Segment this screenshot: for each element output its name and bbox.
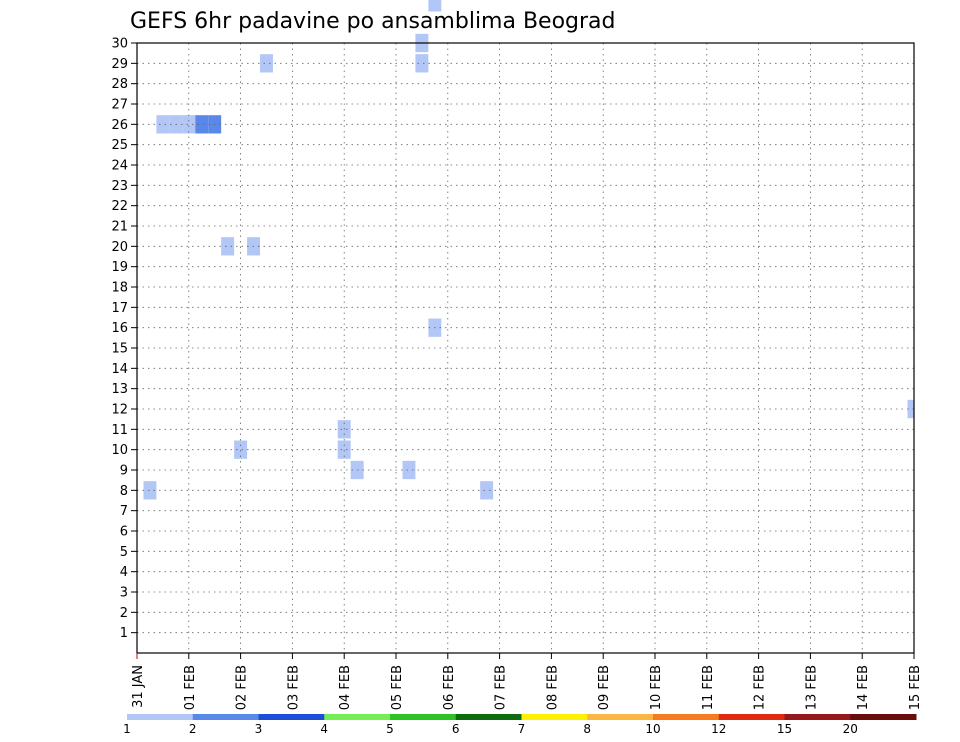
colorbar-segment xyxy=(653,714,720,720)
x-tick-label: 03 FEB xyxy=(286,665,301,710)
heatmap-cell xyxy=(156,115,170,134)
colorbar-segment xyxy=(718,714,785,720)
y-tick-label: 9 xyxy=(120,464,128,479)
heatmap-cell xyxy=(480,481,494,500)
colorbar-label: 10 xyxy=(645,722,660,736)
x-tick-label: 05 FEB xyxy=(390,665,405,710)
x-tick-label: 09 FEB xyxy=(597,665,612,710)
x-tick-label: 14 FEB xyxy=(856,665,871,710)
y-tick-label: 1 xyxy=(120,626,128,641)
y-tick-label: 17 xyxy=(111,301,128,316)
y-tick-label: 26 xyxy=(111,118,128,133)
y-tick-label: 18 xyxy=(111,281,128,296)
colorbar-label: 20 xyxy=(843,722,858,736)
y-tick-label: 13 xyxy=(111,382,128,397)
colorbar-segment xyxy=(324,714,391,720)
grid-lines xyxy=(137,42,914,653)
colorbar-segment xyxy=(192,714,259,720)
colorbar-segment xyxy=(390,714,457,720)
heatmap-cells xyxy=(143,0,914,500)
y-tick-label: 6 xyxy=(120,525,128,540)
heatmap-cell xyxy=(337,440,351,459)
x-tick-label: 12 FEB xyxy=(753,665,768,710)
heatmap-cell xyxy=(428,0,442,12)
y-tick-label: 25 xyxy=(111,138,128,153)
y-axis-ticks: 1234567891011121314151617181920212223242… xyxy=(111,37,137,641)
colorbar-label: 15 xyxy=(777,722,792,736)
x-tick-label: 04 FEB xyxy=(338,665,353,710)
heatmap-cell xyxy=(234,440,248,459)
heatmap-cell xyxy=(260,54,273,73)
x-tick-label: 10 FEB xyxy=(649,665,664,710)
chart-title: GEFS 6hr padavine po ansamblima Beograd xyxy=(130,9,616,34)
colorbar: 1 2 3 4 5 6 7 8 10 12 15 20 xyxy=(123,714,917,736)
y-tick-label: 20 xyxy=(111,240,128,255)
x-tick-label: 13 FEB xyxy=(804,665,819,710)
y-tick-label: 23 xyxy=(111,179,128,194)
y-tick-label: 29 xyxy=(111,57,128,72)
heatmap-cell xyxy=(143,481,157,500)
y-tick-label: 12 xyxy=(111,403,128,418)
colorbar-label: 3 xyxy=(255,722,263,736)
y-tick-label: 16 xyxy=(111,321,128,336)
heatmap-cell xyxy=(415,54,429,73)
colorbar-segment xyxy=(850,714,917,720)
x-tick-label: 02 FEB xyxy=(235,665,250,710)
colorbar-label: 1 xyxy=(123,722,131,736)
y-tick-label: 28 xyxy=(111,77,128,92)
y-tick-label: 2 xyxy=(120,606,128,621)
x-tick-label: 15 FEB xyxy=(908,665,923,710)
colorbar-segment xyxy=(258,714,325,720)
y-tick-label: 4 xyxy=(120,565,128,580)
colorbar-label: 7 xyxy=(518,722,526,736)
x-tick-label: 11 FEB xyxy=(701,665,716,710)
y-tick-label: 21 xyxy=(111,220,128,235)
colorbar-segment xyxy=(521,714,588,720)
y-tick-label: 15 xyxy=(111,342,128,357)
colorbar-segment xyxy=(455,714,522,720)
x-tick-label: 07 FEB xyxy=(494,665,509,710)
x-tick-label: 31 JAN xyxy=(131,665,146,708)
colorbar-label: 5 xyxy=(386,722,394,736)
y-tick-label: 5 xyxy=(120,545,128,560)
colorbar-label: 12 xyxy=(711,722,726,736)
y-tick-label: 30 xyxy=(111,37,128,52)
y-tick-label: 14 xyxy=(111,362,128,377)
y-tick-label: 3 xyxy=(120,586,128,601)
heatmap-cell xyxy=(221,237,235,256)
y-tick-label: 24 xyxy=(111,159,128,174)
x-tick-label: 06 FEB xyxy=(442,665,457,710)
y-tick-label: 19 xyxy=(111,260,128,275)
colorbar-label: 8 xyxy=(583,722,591,736)
y-tick-label: 8 xyxy=(120,484,128,499)
heatmap-cell xyxy=(195,115,209,134)
colorbar-label: 4 xyxy=(320,722,328,736)
colorbar-segment xyxy=(587,714,654,720)
x-tick-label: 08 FEB xyxy=(545,665,560,710)
heatmap-cell xyxy=(182,115,196,134)
heatmap-cell xyxy=(402,460,416,480)
y-tick-label: 27 xyxy=(111,98,128,113)
colorbar-segment xyxy=(127,714,194,720)
y-tick-label: 10 xyxy=(111,443,128,458)
x-axis-ticks: 31 JAN 01 FEB 02 FEB 03 FEB 04 FEB 05 FEB 06 F… xyxy=(131,653,923,710)
colorbar-segment xyxy=(784,714,851,720)
heatmap-cell xyxy=(907,399,914,419)
x-tick-label: 01 FEB xyxy=(183,665,198,710)
y-tick-label: 7 xyxy=(120,504,128,519)
y-tick-label: 11 xyxy=(111,423,128,438)
y-tick-label: 22 xyxy=(111,199,128,214)
colorbar-label: 6 xyxy=(452,722,460,736)
colorbar-label: 2 xyxy=(189,722,197,736)
